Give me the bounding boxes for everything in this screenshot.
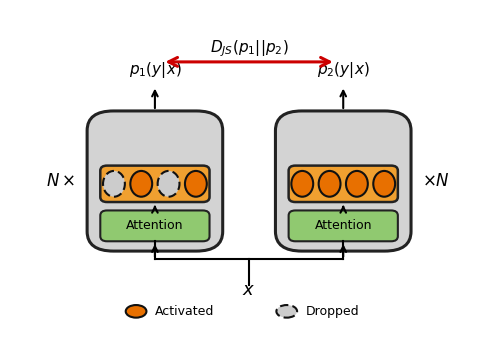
Text: $D_{JS}(p_1||p_2)$: $D_{JS}(p_1||p_2)$ [209,38,289,59]
FancyBboxPatch shape [100,166,209,202]
Text: $p_2(y|x)$: $p_2(y|x)$ [317,60,369,80]
Text: Attention: Attention [314,219,372,232]
Ellipse shape [319,171,341,197]
Ellipse shape [157,171,179,197]
FancyBboxPatch shape [100,210,209,241]
FancyBboxPatch shape [276,111,411,251]
Ellipse shape [373,171,395,197]
Ellipse shape [130,171,152,197]
Ellipse shape [126,305,146,318]
FancyBboxPatch shape [289,210,398,241]
FancyBboxPatch shape [289,166,398,202]
Ellipse shape [277,305,297,318]
Ellipse shape [103,171,125,197]
Ellipse shape [291,171,313,197]
Text: Attention: Attention [126,219,184,232]
FancyBboxPatch shape [87,111,223,251]
Text: $\times N$: $\times N$ [422,172,450,190]
Ellipse shape [185,171,207,197]
Ellipse shape [346,171,368,197]
Text: $p_1(y|x)$: $p_1(y|x)$ [129,60,181,80]
Text: $x$: $x$ [243,281,256,299]
Text: Activated: Activated [155,305,214,318]
Text: $N\times$: $N\times$ [47,172,76,190]
Text: Dropped: Dropped [306,305,359,318]
